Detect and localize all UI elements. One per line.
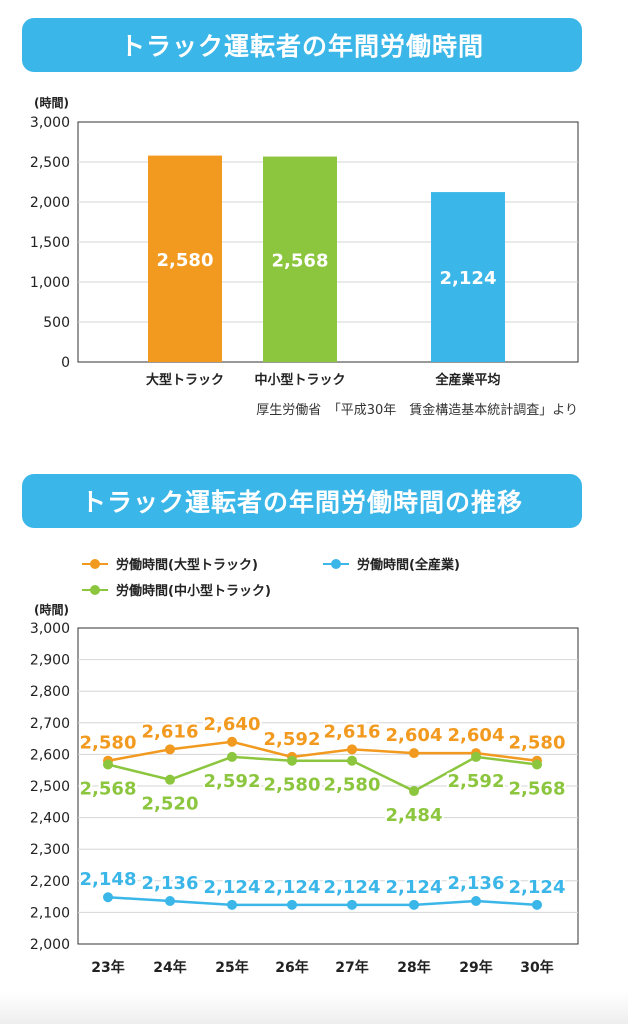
data-label: 2,640 bbox=[204, 714, 261, 735]
data-label: 2,580 bbox=[509, 733, 566, 754]
y-tick-label: 2,900 bbox=[30, 653, 70, 669]
source-note: 厚生労働省 「平成30年 賃金構造基本統計調査」より bbox=[256, 402, 578, 418]
x-category-label: 全産業平均 bbox=[434, 372, 500, 388]
legend-swatch-marker bbox=[90, 585, 100, 595]
bar-chart: 0 500 1,000 1,500 2,000 2,500 3,000 (時間) 2,580 大型… bbox=[30, 95, 579, 418]
y-axis-label: (時間) bbox=[34, 95, 69, 110]
data-label: 2,124 bbox=[509, 877, 566, 898]
y-tick-label: 2,500 bbox=[30, 155, 70, 171]
data-point bbox=[471, 751, 481, 762]
data-point bbox=[287, 755, 297, 766]
y-tick-label: 2,700 bbox=[30, 716, 70, 732]
data-point bbox=[165, 774, 175, 785]
bottom-fade bbox=[0, 992, 628, 1024]
bar-value-label: 2,568 bbox=[272, 250, 329, 271]
y-tick-label: 2,300 bbox=[30, 842, 70, 858]
y-tick-label: 2,000 bbox=[30, 195, 70, 211]
legend-label: 労働時間(中小型トラック) bbox=[116, 583, 271, 599]
data-point bbox=[347, 755, 357, 766]
bar bbox=[431, 192, 505, 362]
y-tick-label: 1,500 bbox=[30, 235, 70, 251]
bar-value-label: 2,580 bbox=[157, 250, 214, 271]
legend-label: 労働時間(大型トラック) bbox=[116, 557, 258, 573]
data-point bbox=[165, 744, 175, 755]
legend-swatch-marker bbox=[90, 559, 100, 569]
data-label: 2,592 bbox=[204, 771, 261, 792]
data-point bbox=[409, 899, 419, 910]
data-label: 2,616 bbox=[142, 721, 199, 742]
data-point bbox=[409, 748, 419, 759]
line-chart-title: トラック運転者の年間労働時間の推移 bbox=[22, 474, 582, 528]
bar-value-label: 2,124 bbox=[440, 268, 497, 289]
data-label: 2,136 bbox=[448, 873, 505, 894]
bar-chart-title: トラック運転者の年間労働時間 bbox=[22, 18, 582, 72]
data-label: 2,136 bbox=[142, 873, 199, 894]
data-point bbox=[347, 899, 357, 910]
bar-chart-panel: トラック運転者の年間労働時間 0 500 1,000 1,500 2,000 2,500 3… bbox=[0, 0, 628, 440]
data-point bbox=[165, 896, 175, 907]
data-label: 2,568 bbox=[80, 779, 137, 800]
data-point bbox=[103, 759, 113, 770]
y-tick-label: 2,000 bbox=[30, 937, 70, 953]
bar bbox=[148, 155, 222, 362]
data-point bbox=[227, 751, 237, 762]
data-point bbox=[347, 744, 357, 755]
y-tick-label: 1,000 bbox=[30, 275, 70, 291]
data-point bbox=[227, 736, 237, 747]
data-label: 2,124 bbox=[204, 877, 261, 898]
data-label: 2,568 bbox=[509, 779, 566, 800]
y-tick-label: 2,800 bbox=[30, 684, 70, 700]
x-category-label: 28年 bbox=[397, 959, 430, 976]
data-point bbox=[103, 892, 113, 903]
y-tick-label: 2,100 bbox=[30, 905, 70, 921]
x-category-label: 29年 bbox=[459, 959, 492, 976]
data-label: 2,592 bbox=[264, 729, 321, 750]
series-line bbox=[107, 755, 538, 793]
y-tick-label: 0 bbox=[61, 355, 70, 371]
x-category-label: 25年 bbox=[215, 959, 248, 976]
bar bbox=[263, 156, 337, 362]
legend-label: 労働時間(全産業) bbox=[357, 557, 460, 573]
data-label: 2,580 bbox=[264, 775, 321, 796]
y-tick-label: 3,000 bbox=[30, 115, 70, 131]
data-label: 2,520 bbox=[142, 794, 199, 815]
data-label: 2,604 bbox=[386, 725, 443, 746]
y-axis-label: (時間) bbox=[34, 602, 69, 617]
y-tick-label: 3,000 bbox=[30, 621, 70, 637]
data-label: 2,124 bbox=[264, 877, 321, 898]
data-point bbox=[227, 899, 237, 910]
y-tick-label: 2,600 bbox=[30, 747, 70, 763]
series-line bbox=[107, 740, 538, 762]
data-label: 2,616 bbox=[324, 721, 381, 742]
x-category-label: 大型トラック bbox=[146, 372, 224, 388]
data-point bbox=[532, 899, 542, 910]
y-tick-label: 2,200 bbox=[30, 874, 70, 890]
x-category-label: 24年 bbox=[153, 959, 186, 976]
data-label: 2,592 bbox=[448, 771, 505, 792]
data-point bbox=[287, 899, 297, 910]
x-category-label: 27年 bbox=[335, 959, 368, 976]
legend-swatch-marker bbox=[331, 559, 341, 569]
data-point bbox=[532, 759, 542, 770]
data-label: 2,484 bbox=[386, 805, 443, 826]
x-category-label: 23年 bbox=[91, 959, 124, 976]
data-label: 2,124 bbox=[324, 877, 381, 898]
y-tick-label: 500 bbox=[43, 315, 70, 331]
data-label: 2,148 bbox=[80, 869, 137, 890]
data-label: 2,604 bbox=[448, 725, 505, 746]
x-category-label: 26年 bbox=[275, 959, 308, 976]
data-label: 2,580 bbox=[324, 775, 381, 796]
series-line bbox=[107, 895, 538, 907]
data-label: 2,124 bbox=[386, 877, 443, 898]
x-category-label: 中小型トラック bbox=[254, 372, 345, 388]
x-category-label: 30年 bbox=[520, 959, 553, 976]
y-tick-label: 2,500 bbox=[30, 779, 70, 795]
y-tick-label: 2,400 bbox=[30, 811, 70, 827]
data-label: 2,580 bbox=[80, 733, 137, 754]
data-point bbox=[409, 786, 419, 797]
data-point bbox=[471, 896, 481, 907]
